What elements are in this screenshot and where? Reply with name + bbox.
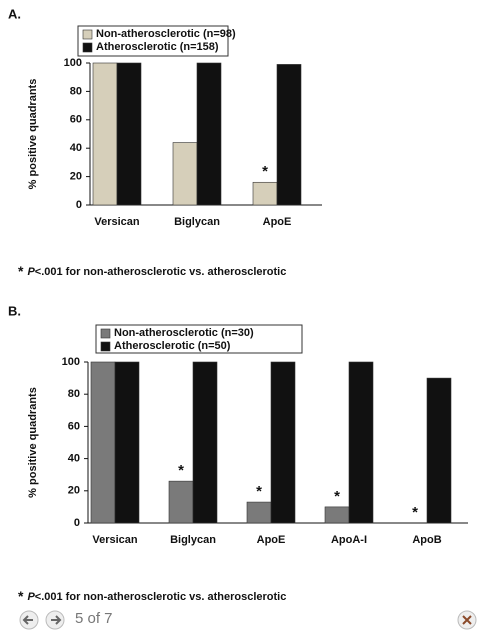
legend-swatch	[82, 42, 93, 53]
bar	[324, 506, 350, 524]
bar	[172, 142, 198, 206]
x-tick-label: ApoA-I	[331, 534, 367, 546]
significance-marker: *	[334, 488, 340, 505]
y-tick-label: 60	[70, 114, 82, 126]
bar	[92, 62, 118, 206]
legend-label: Non-atherosclerotic (n=30)	[114, 327, 254, 339]
x-tick-label: ApoE	[257, 534, 286, 546]
significance-marker: *	[256, 483, 262, 500]
legend-swatch	[100, 341, 111, 352]
bar	[276, 64, 302, 206]
bar	[252, 181, 278, 206]
footnote: * P<.001 for non-atherosclerotic vs. athe…	[18, 263, 286, 279]
legend-swatch	[100, 328, 111, 339]
y-tick-label: 0	[76, 199, 82, 211]
footnote-text: <.001 for non-atherosclerotic vs. athero…	[35, 266, 287, 278]
bar	[114, 361, 140, 524]
footnote-stat: P	[27, 591, 35, 603]
chart: B. Non-atherosclerotic (n=30)Atherosclero…	[8, 303, 468, 604]
significance-marker: *	[262, 163, 268, 180]
chart: A. Non-atherosclerotic (n=98)Atherosclero…	[8, 6, 322, 279]
prev-arrow	[22, 615, 33, 625]
footnote-marker: *	[18, 588, 24, 604]
y-tick-label: 60	[68, 420, 80, 432]
significance-marker: *	[412, 504, 418, 521]
y-tick-label: 20	[68, 485, 80, 497]
y-axis-label: % positive quadrants	[27, 387, 39, 498]
significance-marker: *	[178, 462, 184, 479]
y-axis-label: % positive quadrants	[27, 79, 39, 190]
bar	[348, 361, 374, 524]
x-tick-label: ApoB	[412, 534, 441, 546]
x-tick-label: Biglycan	[174, 216, 220, 228]
y-tick-label: 100	[64, 57, 82, 69]
bar	[196, 62, 222, 206]
legend-swatch	[82, 29, 93, 40]
bar	[90, 361, 116, 524]
next-arrow	[51, 615, 62, 625]
legend-label: Atherosclerotic (n=50)	[114, 340, 231, 352]
x-tick-label: Versican	[94, 216, 140, 228]
x-tick-label: ApoE	[263, 216, 292, 228]
page-position: 5 of 7	[75, 610, 113, 627]
y-tick-label: 100	[62, 356, 80, 368]
bar	[168, 480, 194, 524]
footnote-stat: P	[27, 266, 35, 278]
y-tick-label: 40	[70, 142, 82, 154]
nav-bar: 5 of 7	[19, 610, 477, 630]
legend-label: Atherosclerotic (n=158)	[96, 41, 219, 53]
x-tick-label: Biglycan	[170, 534, 216, 546]
bar	[426, 377, 452, 524]
legend-box	[77, 25, 229, 57]
bar	[246, 501, 272, 524]
bar	[192, 361, 218, 524]
y-tick-label: 80	[68, 388, 80, 400]
panel-label: B.	[8, 303, 21, 318]
y-tick-label: 0	[74, 517, 80, 529]
footnote: * P<.001 for non-atherosclerotic vs. athe…	[18, 588, 286, 604]
footnote-text: <.001 for non-atherosclerotic vs. athero…	[35, 591, 287, 603]
bar	[270, 361, 296, 524]
y-tick-label: 40	[68, 453, 80, 465]
x-tick-label: Versican	[92, 534, 138, 546]
legend-box	[95, 324, 303, 354]
footnote-marker: *	[18, 263, 24, 279]
close-icon	[462, 615, 472, 625]
bar	[116, 62, 142, 206]
y-tick-label: 20	[70, 171, 82, 183]
legend-label: Non-atherosclerotic (n=98)	[96, 28, 236, 40]
panel-label: A.	[8, 6, 21, 21]
y-tick-label: 80	[70, 85, 82, 97]
